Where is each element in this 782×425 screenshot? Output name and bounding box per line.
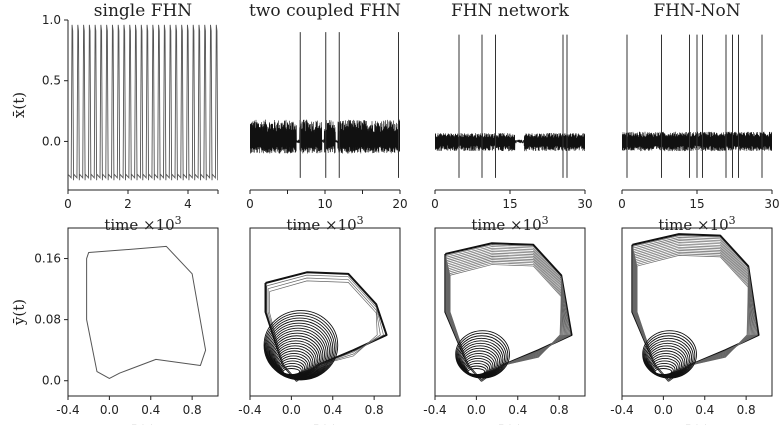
x-tick-label: 0.4: [323, 403, 342, 417]
inner-loop: [455, 330, 510, 379]
subplot-8: -0.4 0.0 0.4 0.8 x̄(t): [610, 227, 773, 425]
subplot-title: FHN network: [451, 1, 570, 21]
axes-frame: [434, 227, 586, 397]
y-tick-label: 0.0: [42, 134, 61, 148]
y-tick-label: 0.0: [42, 374, 61, 388]
phase-trajectory: [266, 274, 384, 382]
y-tick-label: 1.0: [42, 13, 61, 27]
x-tick-label: 0.4: [508, 403, 527, 417]
y-axis-label: x̄(t): [10, 92, 28, 118]
x-tick-label: 0.8: [737, 403, 756, 417]
x-tick-label: 0.0: [654, 403, 673, 417]
x-tick-label: 15: [689, 197, 704, 211]
x-tick-label: 30: [577, 197, 592, 211]
axes-frame: [67, 227, 219, 397]
x-axis-label: time ×103: [286, 214, 363, 234]
x-tick-label: 15: [502, 197, 517, 211]
phase-trajectory: [449, 264, 562, 382]
x-tick-label: 30: [764, 197, 779, 211]
subplot-title: two coupled FHN: [249, 1, 401, 21]
x-tick-label: 0: [431, 197, 439, 211]
x-tick-label: 0.8: [183, 403, 202, 417]
x-axis-label: x̄(t): [684, 422, 710, 425]
subplot-7: -0.4 0.0 0.4 0.8 x̄(t): [423, 227, 586, 425]
y-tick-label: 0.16: [34, 252, 61, 266]
x-tick-label: 4: [184, 197, 192, 211]
axes-frame: [249, 227, 401, 397]
x-tick-label: -0.4: [238, 403, 261, 417]
subplot-4: FHN-NoN 0 15 30 time ×103: [618, 1, 779, 234]
subplot-3: FHN network 0 15 30 time ×103: [431, 1, 592, 234]
x-tick-label: -0.4: [56, 403, 79, 417]
y-axis-label: ȳ(t): [10, 299, 28, 326]
x-tick-label: 0.0: [467, 403, 486, 417]
x-tick-label: 2: [124, 197, 132, 211]
subplot-title: single FHN: [94, 1, 193, 21]
inner-loop: [642, 330, 697, 379]
x-axis-label: time ×103: [104, 214, 181, 234]
inner-loop: [263, 310, 339, 381]
x-tick-label: 0.4: [141, 403, 160, 417]
x-tick-label: 0.0: [282, 403, 301, 417]
phase-trajectory: [264, 271, 388, 382]
x-tick-label: 20: [392, 197, 407, 211]
x-axis-label: x̄(t): [130, 422, 156, 425]
series-line: [68, 24, 218, 181]
x-tick-label: -0.4: [610, 403, 633, 417]
series-line: [435, 132, 585, 152]
x-tick-label: 0.8: [550, 403, 569, 417]
subplot-title: FHN-NoN: [653, 1, 740, 21]
x-axis-label: x̄(t): [497, 422, 523, 425]
axes-frame: [621, 227, 773, 397]
y-tick-label: 0.08: [34, 313, 61, 327]
series-line: [250, 119, 400, 154]
subplot-5: -0.4 0.0 0.4 0.8 x̄(t) 0.0 0.08 0.16 ȳ(t): [10, 227, 219, 425]
x-tick-label: 0.8: [365, 403, 384, 417]
x-tick-label: -0.4: [423, 403, 446, 417]
x-tick-label: 0: [618, 197, 626, 211]
x-axis-label: time ×103: [658, 214, 735, 234]
phase-trajectory: [636, 255, 749, 382]
x-tick-label: 0: [64, 197, 72, 211]
inner-loop: [265, 315, 335, 380]
x-axis-label: time ×103: [471, 214, 548, 234]
x-tick-label: 0: [246, 197, 254, 211]
phase-trajectory: [86, 245, 207, 379]
phase-trajectory: [267, 277, 381, 382]
x-tick-label: 0.4: [695, 403, 714, 417]
subplot-2: two coupled FHN 0 10 20 time ×103: [246, 1, 407, 234]
subplot-6: -0.4 0.0 0.4 0.8 x̄(t): [238, 227, 401, 425]
y-tick-label: 0.5: [42, 74, 61, 88]
x-tick-label: 0.0: [100, 403, 119, 417]
x-tick-label: 10: [317, 197, 332, 211]
x-axis-label: x̄(t): [312, 422, 338, 425]
